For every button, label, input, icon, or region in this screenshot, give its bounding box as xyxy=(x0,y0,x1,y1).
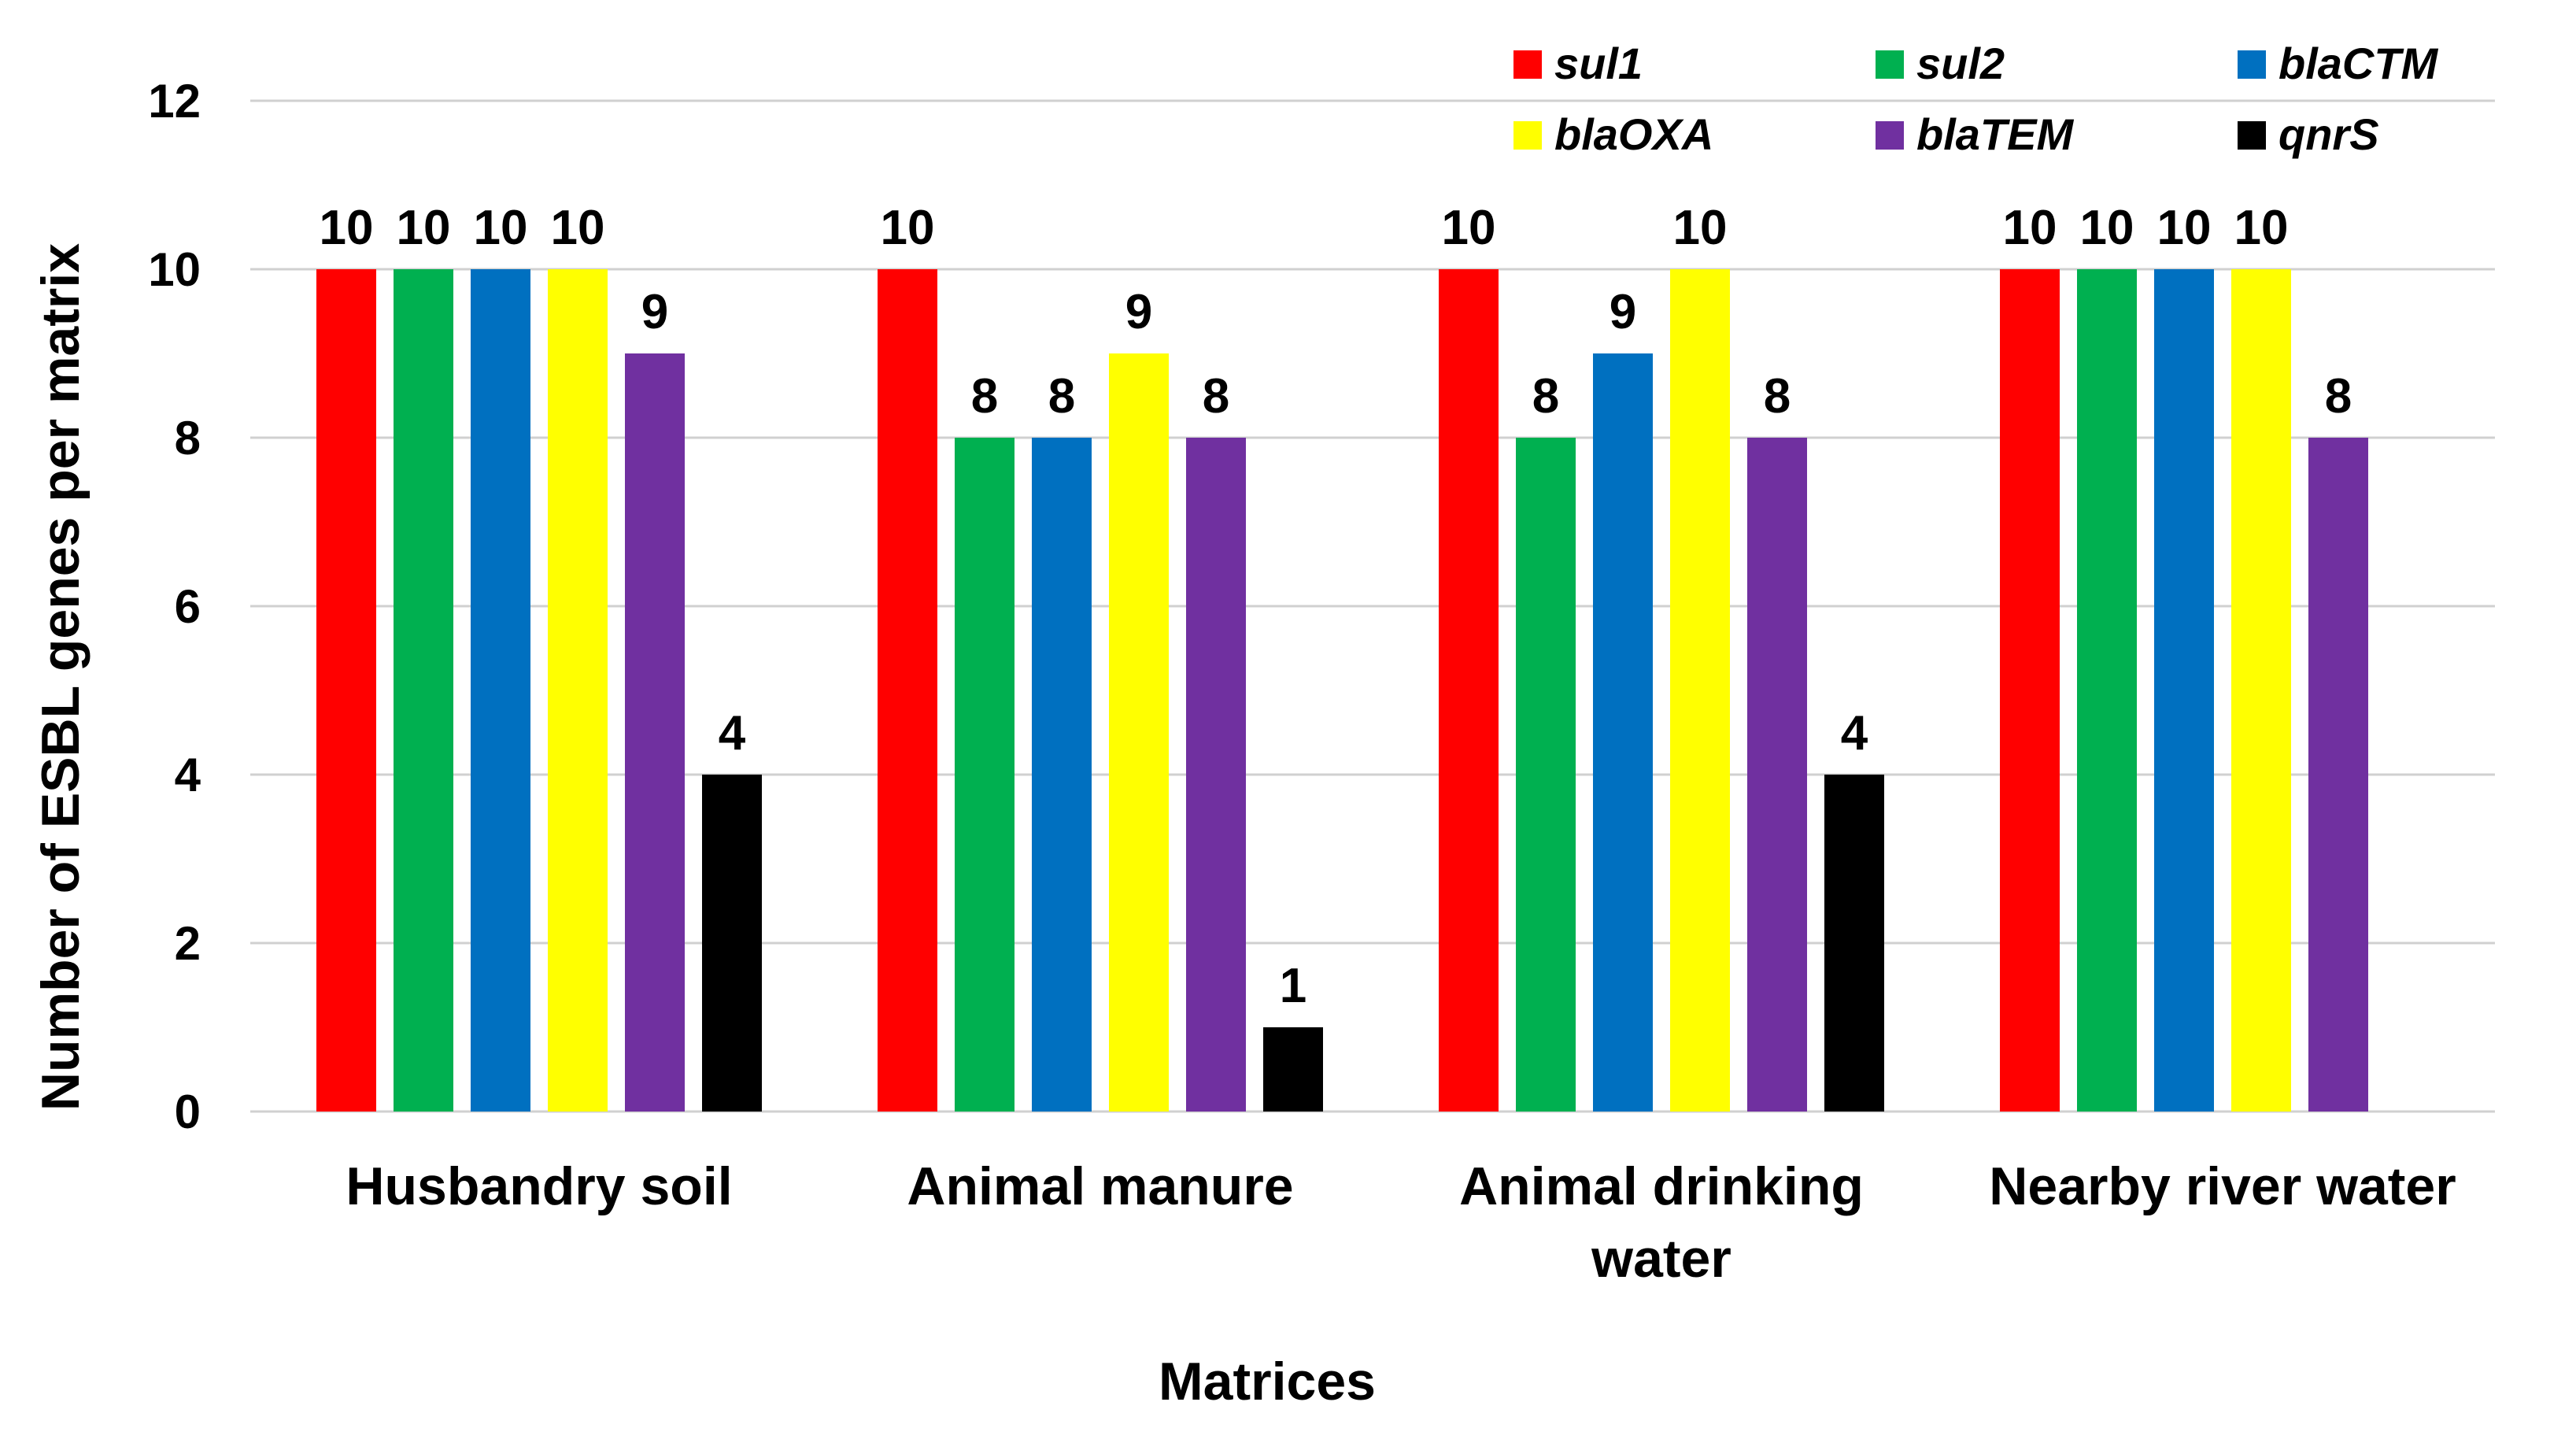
data-label: 10 xyxy=(2003,201,2057,255)
legend-swatch-blaCTM xyxy=(2238,50,2266,79)
data-label: 10 xyxy=(1673,201,1728,255)
bar-qnrS xyxy=(1824,775,1884,1112)
legend-label-blaOXA: blaOXA xyxy=(1554,109,1713,159)
bar-sul2 xyxy=(2077,269,2137,1112)
legend-swatch-blaTEM xyxy=(1876,121,1904,150)
data-label: 8 xyxy=(1203,369,1229,424)
y-axis-ticks: 0 2 4 6 8 10 12 xyxy=(148,75,201,1138)
bar-sul2 xyxy=(394,269,453,1112)
data-label: 10 xyxy=(397,201,451,255)
bar-blaCTM xyxy=(1032,438,1092,1112)
x-axis-title: Matrices xyxy=(1159,1352,1376,1411)
y-axis-title: Number of ESBL genes per matrix xyxy=(31,243,91,1111)
data-label: 4 xyxy=(1841,706,1868,760)
data-label: 10 xyxy=(2080,201,2134,255)
data-label: 8 xyxy=(1532,369,1559,424)
x-category-label: Nearby river water xyxy=(1989,1156,2456,1216)
bar-blaCTM xyxy=(471,269,530,1112)
bar-blaOXA xyxy=(1670,269,1730,1112)
data-label: 4 xyxy=(719,706,746,760)
data-label: 8 xyxy=(2325,369,2352,424)
bar-sul1 xyxy=(1439,269,1499,1112)
bar-blaTEM xyxy=(625,353,685,1112)
legend-label-qnrS: qnrS xyxy=(2278,109,2379,159)
bar-blaTEM xyxy=(2308,438,2368,1112)
bar-blaOXA xyxy=(548,269,608,1112)
bar-qnrS xyxy=(1263,1027,1323,1112)
data-label: 10 xyxy=(320,201,374,255)
data-label: 10 xyxy=(551,201,605,255)
y-tick-label: 12 xyxy=(148,75,201,128)
legend: sul1 sul2 blaCTM blaOXA blaTEM qnrS xyxy=(1513,39,2439,159)
bar-sul1 xyxy=(316,269,376,1112)
data-label: 10 xyxy=(1442,201,1496,255)
data-label: 8 xyxy=(971,369,998,424)
legend-label-blaCTM: blaCTM xyxy=(2278,39,2439,88)
legend-label-sul1: sul1 xyxy=(1554,39,1643,88)
data-label: 1 xyxy=(1280,959,1306,1013)
legend-swatch-qnrS xyxy=(2238,121,2266,150)
y-tick-label: 8 xyxy=(175,412,201,464)
bar-blaCTM xyxy=(2154,269,2214,1112)
bar-sul1 xyxy=(2000,269,2060,1112)
data-label: 9 xyxy=(1125,285,1152,339)
x-category-label: Husbandry soil xyxy=(346,1156,732,1216)
gridlines xyxy=(250,99,2495,1113)
data-label: 10 xyxy=(881,201,935,255)
bar-sul1 xyxy=(878,269,937,1112)
x-category-label: Animal drinking xyxy=(1459,1156,1864,1216)
bar-blaOXA xyxy=(2231,269,2291,1112)
x-category-label: water xyxy=(1591,1229,1732,1289)
legend-swatch-blaOXA xyxy=(1513,121,1542,150)
bar-sul2 xyxy=(955,438,1015,1112)
data-label: 10 xyxy=(2234,201,2289,255)
bar-blaOXA xyxy=(1109,353,1169,1112)
data-label: 9 xyxy=(641,285,668,339)
y-tick-label: 6 xyxy=(175,580,201,633)
data-label: 10 xyxy=(474,201,528,255)
x-category-label: Animal manure xyxy=(907,1156,1293,1216)
data-label: 9 xyxy=(1610,285,1636,339)
bar-sul2 xyxy=(1516,438,1576,1112)
bar-blaCTM xyxy=(1593,353,1653,1112)
bars xyxy=(316,269,2368,1112)
y-tick-label: 0 xyxy=(175,1086,201,1138)
bar-qnrS xyxy=(702,775,762,1112)
bar-blaTEM xyxy=(1747,438,1807,1112)
x-axis-categories: Husbandry soil Animal manure Animal drinki… xyxy=(346,1156,2456,1289)
data-label: 8 xyxy=(1764,369,1791,424)
y-tick-label: 4 xyxy=(175,749,201,801)
legend-label-blaTEM: blaTEM xyxy=(1916,109,2074,159)
bar-blaTEM xyxy=(1186,438,1246,1112)
legend-swatch-sul2 xyxy=(1876,50,1904,79)
legend-label-sul2: sul2 xyxy=(1916,39,2005,88)
data-label: 8 xyxy=(1048,369,1075,424)
data-label: 10 xyxy=(2157,201,2212,255)
y-tick-label: 2 xyxy=(175,917,201,970)
legend-swatch-sul1 xyxy=(1513,50,1542,79)
y-tick-label: 10 xyxy=(148,243,201,296)
